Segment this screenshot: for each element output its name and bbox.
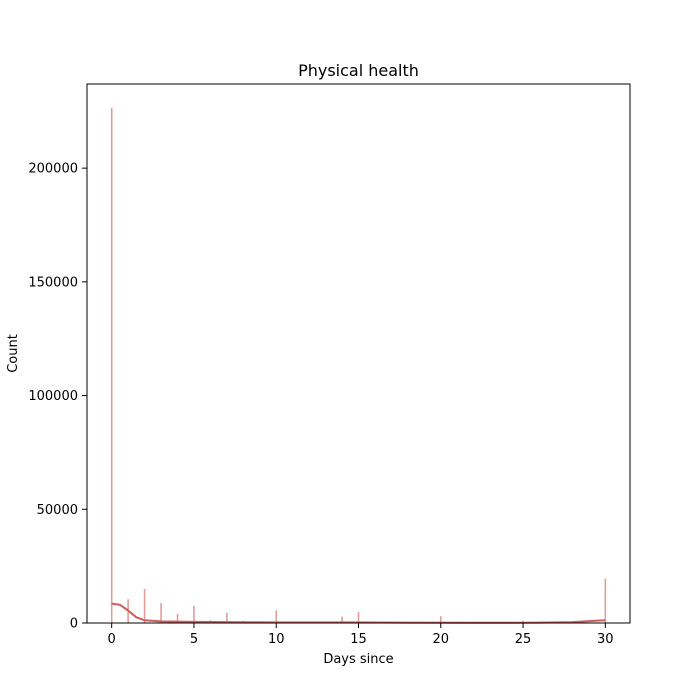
kde-line xyxy=(111,602,606,624)
y-tick-label: 150000 xyxy=(28,275,78,290)
plot-frame xyxy=(86,83,631,624)
histogram-bar xyxy=(604,578,607,623)
y-tick-label: 50000 xyxy=(37,503,78,518)
x-axis: 0 5 10 15 20 25 30 xyxy=(108,623,614,647)
x-tick-label: 20 xyxy=(432,632,449,647)
bars-layer xyxy=(110,107,607,623)
histogram-bar xyxy=(226,612,228,623)
histogram-bar xyxy=(357,612,360,623)
histogram-bar xyxy=(110,107,113,623)
x-tick-label: 15 xyxy=(350,632,367,647)
x-axis-label: Days since xyxy=(323,652,393,667)
y-axis-label: Count xyxy=(6,334,21,373)
y-axis: 0 50000 100000 150000 200000 xyxy=(28,162,87,632)
histogram-bar xyxy=(193,605,195,623)
y-tick-label: 0 xyxy=(70,617,78,632)
histogram-bar xyxy=(275,610,278,623)
kde-layer xyxy=(111,602,606,624)
chart-title: Physical health xyxy=(298,61,419,80)
histogram-bar xyxy=(341,616,343,623)
x-tick-label: 25 xyxy=(515,632,532,647)
histogram-bar xyxy=(160,602,162,623)
x-tick-label: 10 xyxy=(268,632,285,647)
y-tick-label: 100000 xyxy=(28,389,78,404)
y-tick-label: 200000 xyxy=(28,162,78,177)
histogram-bar xyxy=(176,613,179,623)
x-tick-label: 0 xyxy=(108,632,116,647)
x-tick-label: 30 xyxy=(597,632,614,647)
histogram-bar xyxy=(143,588,146,623)
x-tick-label: 5 xyxy=(190,632,198,647)
histogram-bar xyxy=(439,616,442,623)
